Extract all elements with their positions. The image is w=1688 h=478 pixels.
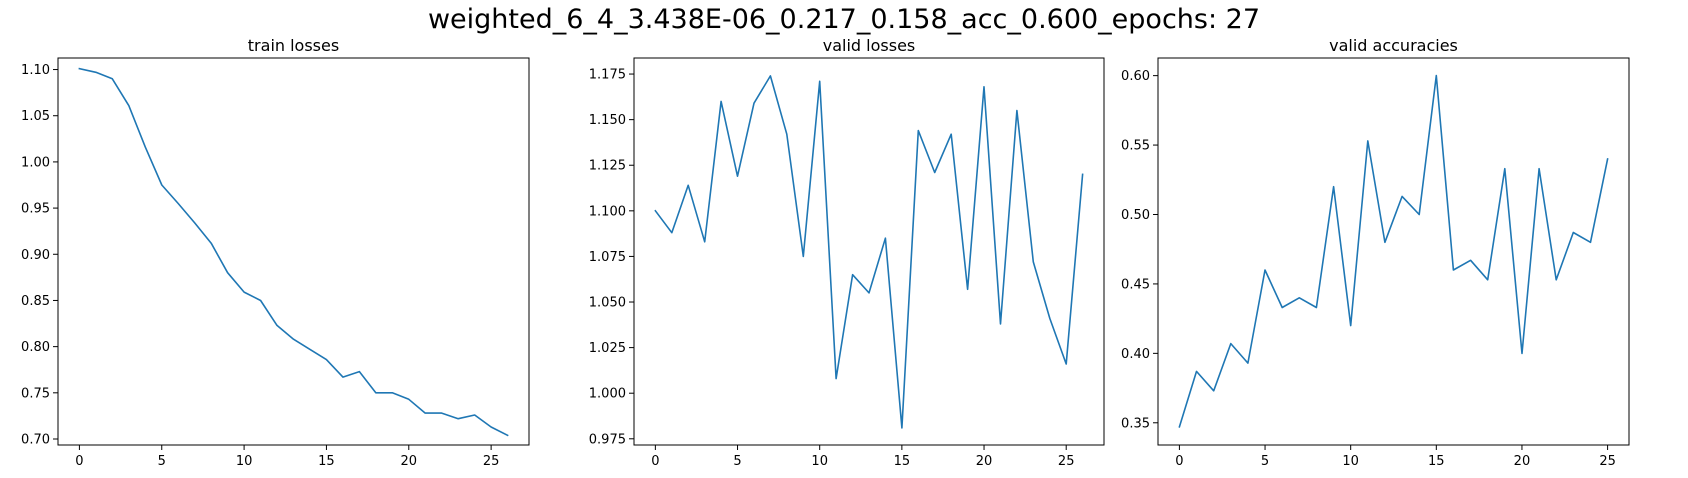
- x-tick-label: 5: [1261, 454, 1269, 469]
- y-tick-label: 0.70: [21, 432, 50, 447]
- y-tick-label: 1.100: [589, 204, 626, 219]
- chart-title: train losses: [248, 36, 339, 55]
- x-tick-label: 25: [483, 454, 500, 469]
- x-tick-label: 0: [1175, 454, 1183, 469]
- y-tick-label: 0.45: [1121, 277, 1150, 292]
- plot-frame: [633, 57, 1105, 446]
- figure-title: weighted_6_4_3.438E-06_0.217_0.158_acc_0…: [427, 4, 1261, 35]
- y-tick-label: 0.90: [21, 248, 50, 263]
- series-line: [654, 75, 1084, 429]
- y-tick-label: 1.000: [589, 387, 626, 402]
- chart-title: valid losses: [823, 36, 916, 55]
- y-tick-label: 0.50: [1121, 208, 1150, 223]
- y-tick-label: 1.075: [589, 250, 626, 265]
- chart-title: valid accuracies: [1329, 36, 1458, 55]
- x-tick-label: 25: [1058, 454, 1075, 469]
- x-tick-label: 15: [894, 454, 911, 469]
- x-tick-label: 15: [1428, 454, 1445, 469]
- x-tick-label: 5: [158, 454, 166, 469]
- series-line: [1178, 74, 1609, 428]
- plot-frame: [1157, 57, 1630, 446]
- y-tick-label: 1.05: [21, 109, 50, 124]
- y-tick-label: 0.40: [1121, 347, 1150, 362]
- plot-frame: [57, 57, 530, 446]
- x-tick-label: 20: [1514, 454, 1531, 469]
- y-tick-label: 0.80: [21, 340, 50, 355]
- x-tick-label: 25: [1599, 454, 1616, 469]
- x-tick-label: 15: [318, 454, 335, 469]
- series-line: [78, 67, 509, 437]
- x-tick-label: 0: [75, 454, 83, 469]
- y-tick-label: 1.125: [589, 159, 626, 174]
- y-tick-label: 0.60: [1121, 69, 1150, 84]
- x-tick-label: 10: [811, 454, 828, 469]
- y-tick-label: 0.975: [589, 432, 626, 447]
- y-tick-label: 1.175: [589, 68, 626, 83]
- y-tick-label: 1.050: [589, 296, 626, 311]
- y-tick-label: 0.55: [1121, 139, 1150, 154]
- y-tick-label: 0.85: [21, 294, 50, 309]
- y-tick-label: 1.10: [21, 63, 50, 78]
- y-tick-label: 0.35: [1121, 416, 1150, 431]
- x-tick-label: 0: [651, 454, 659, 469]
- x-tick-label: 20: [976, 454, 993, 469]
- x-tick-label: 5: [733, 454, 741, 469]
- y-tick-label: 0.75: [21, 386, 50, 401]
- y-tick-label: 1.00: [21, 155, 50, 170]
- y-tick-label: 0.95: [21, 202, 50, 217]
- y-tick-label: 1.150: [589, 113, 626, 128]
- x-tick-label: 20: [401, 454, 418, 469]
- x-tick-label: 10: [236, 454, 253, 469]
- x-tick-label: 10: [1342, 454, 1359, 469]
- y-tick-label: 1.025: [589, 341, 626, 356]
